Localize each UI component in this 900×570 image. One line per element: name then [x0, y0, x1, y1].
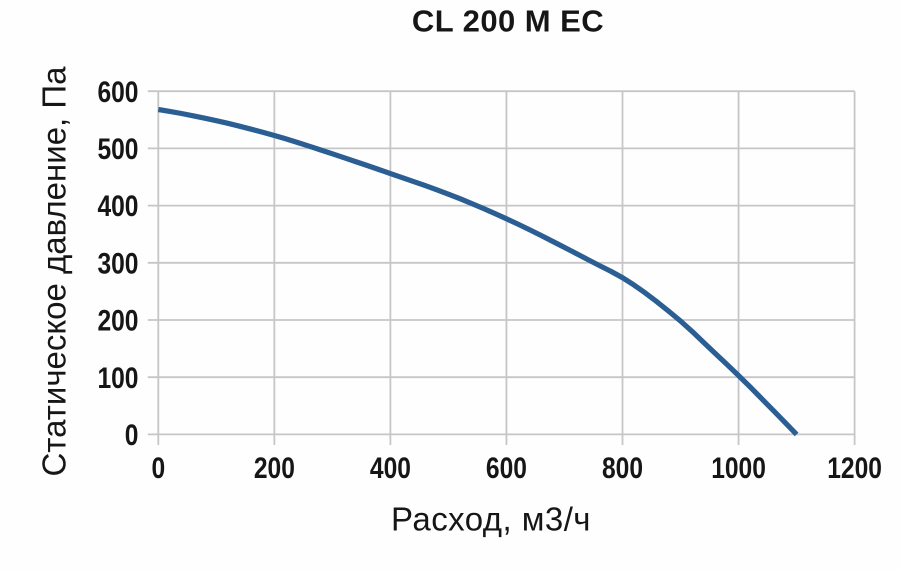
svg-text:CL 200 M EC: CL 200 M EC — [412, 4, 604, 39]
svg-text:600: 600 — [97, 74, 138, 108]
svg-text:0: 0 — [125, 418, 139, 452]
svg-text:200: 200 — [97, 303, 138, 337]
svg-text:Статическое давление, Па: Статическое давление, Па — [36, 66, 73, 477]
svg-text:Расход, м3/ч: Расход, м3/ч — [391, 501, 591, 538]
svg-text:300: 300 — [97, 246, 138, 280]
svg-text:1000: 1000 — [711, 451, 766, 485]
svg-text:0: 0 — [151, 451, 165, 485]
svg-text:200: 200 — [254, 451, 295, 485]
svg-text:400: 400 — [370, 451, 411, 485]
svg-text:600: 600 — [486, 451, 527, 485]
svg-text:1200: 1200 — [827, 451, 882, 485]
svg-text:800: 800 — [602, 451, 643, 485]
svg-text:400: 400 — [97, 189, 138, 223]
svg-text:500: 500 — [97, 132, 138, 166]
svg-text:100: 100 — [97, 360, 138, 394]
